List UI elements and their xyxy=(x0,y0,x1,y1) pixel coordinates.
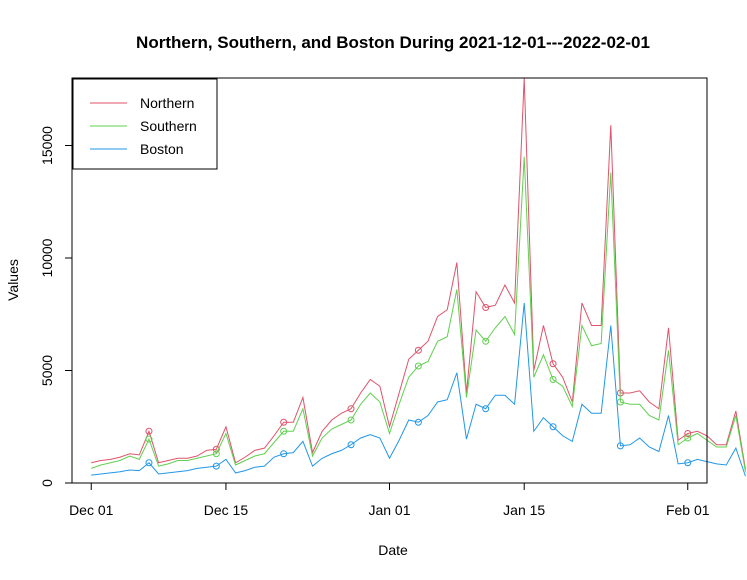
data-point-southern xyxy=(280,427,288,435)
data-point-northern xyxy=(347,405,355,413)
legend: Northern Southern Boston xyxy=(72,78,218,170)
data-point-northern xyxy=(280,418,288,426)
series-line-boston xyxy=(91,302,746,477)
data-point-southern xyxy=(482,337,490,345)
y-tick-label: 0 xyxy=(39,479,55,487)
data-point-southern xyxy=(414,362,422,370)
data-point-boston xyxy=(482,405,490,413)
x-tick-label: Jan 15 xyxy=(503,502,545,518)
data-point-boston xyxy=(549,423,557,431)
data-point-northern xyxy=(414,346,422,354)
data-point-southern xyxy=(212,450,220,458)
series-line-northern xyxy=(91,77,746,470)
data-point-boston xyxy=(145,459,153,467)
data-point-boston xyxy=(684,459,692,467)
data-point-boston xyxy=(280,450,288,458)
y-tick-label: 15000 xyxy=(39,126,55,165)
data-point-boston xyxy=(347,441,355,449)
legend-label-northern: Northern xyxy=(140,95,194,111)
data-point-northern xyxy=(549,360,557,368)
y-tick-label: 5000 xyxy=(39,355,55,386)
data-point-southern xyxy=(549,376,557,383)
x-tick-label: Feb 01 xyxy=(666,502,710,518)
x-tick-label: Dec 15 xyxy=(204,502,249,518)
data-point-southern xyxy=(684,434,692,442)
chart-title: Northern, Southern, and Boston During 20… xyxy=(136,33,650,52)
data-point-southern xyxy=(616,398,624,406)
axes: Dec 01 Dec 15 Jan 01 Jan 15 Feb 01 0 5000 10000… xyxy=(39,126,710,518)
data-point-northern xyxy=(684,430,692,437)
x-tick-label: Jan 01 xyxy=(368,502,410,518)
legend-label-boston: Boston xyxy=(140,141,184,157)
data-point-boston xyxy=(212,462,220,470)
x-axis-label: Date xyxy=(378,542,408,558)
data-point-southern xyxy=(347,416,355,424)
data-point-northern xyxy=(145,427,153,435)
data-point-southern xyxy=(145,435,153,443)
y-axis-label: Values xyxy=(5,259,21,301)
legend-label-southern: Southern xyxy=(140,118,197,134)
data-point-boston xyxy=(414,418,422,426)
data-point-boston xyxy=(616,442,624,450)
data-point-northern xyxy=(212,445,220,453)
y-tick-label: 10000 xyxy=(39,238,55,277)
legend-box xyxy=(72,78,218,170)
data-point-northern xyxy=(482,304,490,311)
series-line-southern xyxy=(91,156,746,472)
plot-area xyxy=(91,77,746,477)
x-tick-label: Dec 01 xyxy=(69,502,114,518)
